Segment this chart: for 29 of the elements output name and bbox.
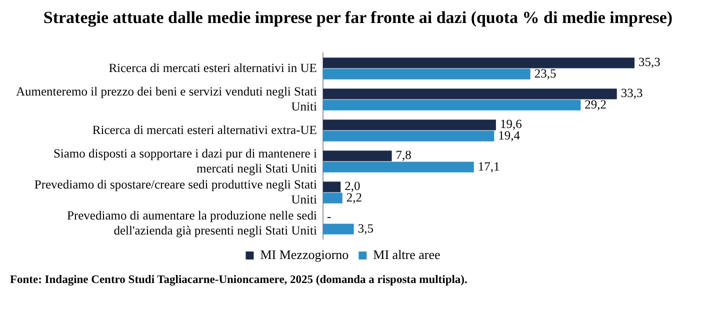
y-tick-label: Siamo disposti a sopportare i dazi pur di mantenere i mercati negli Stati Uniti xyxy=(53,146,318,176)
data-label: 35,3 xyxy=(638,55,660,70)
bar xyxy=(322,68,530,80)
data-label: 17,1 xyxy=(478,159,500,174)
bar xyxy=(322,182,341,192)
y-tick-label: Ricerca di mercati esteri alternativi in UE xyxy=(108,60,318,75)
bar xyxy=(322,100,581,110)
bar xyxy=(322,150,392,162)
data-label: 23,5 xyxy=(534,66,556,80)
legend-label: MI altre aree xyxy=(373,246,441,262)
bar xyxy=(322,192,342,204)
data-label: 33,3 xyxy=(620,86,643,100)
y-tick-label: Aumenteremo il prezzo dei beni e servizi venduti negli Stati Uniti xyxy=(16,84,318,114)
y-tick-label: Prevediamo di spostare/creare sedi produttive negli Stati Uniti xyxy=(34,177,318,206)
bar xyxy=(322,120,496,130)
bar xyxy=(322,224,354,234)
data-label: 7,8 xyxy=(396,148,412,162)
bar xyxy=(322,130,494,142)
data-label: 29,2 xyxy=(584,97,607,112)
bar xyxy=(322,88,617,100)
y-tick-label: Ricerca di mercati esteri alternativi extra-UE xyxy=(92,122,318,137)
y-tick-label: Prevediamo di aumentare la produzione nelle sedi dell'azienda già presenti negli Stati Uniti xyxy=(67,208,318,238)
data-label: 3,5 xyxy=(358,221,374,236)
text: - xyxy=(326,209,332,224)
chart-title: Strategie attuate dalle medie imprese per far fronte ai dazi (quota % di medie imprese) xyxy=(42,7,674,29)
source-note: Fonte: Indagine Centro Studi Tagliacarne-Unioncamere, 2025 (domanda a risposta multipla). xyxy=(9,274,468,286)
bar xyxy=(322,58,635,68)
legend-label: MI Mezzogiorno xyxy=(260,246,349,262)
bar xyxy=(322,162,474,172)
